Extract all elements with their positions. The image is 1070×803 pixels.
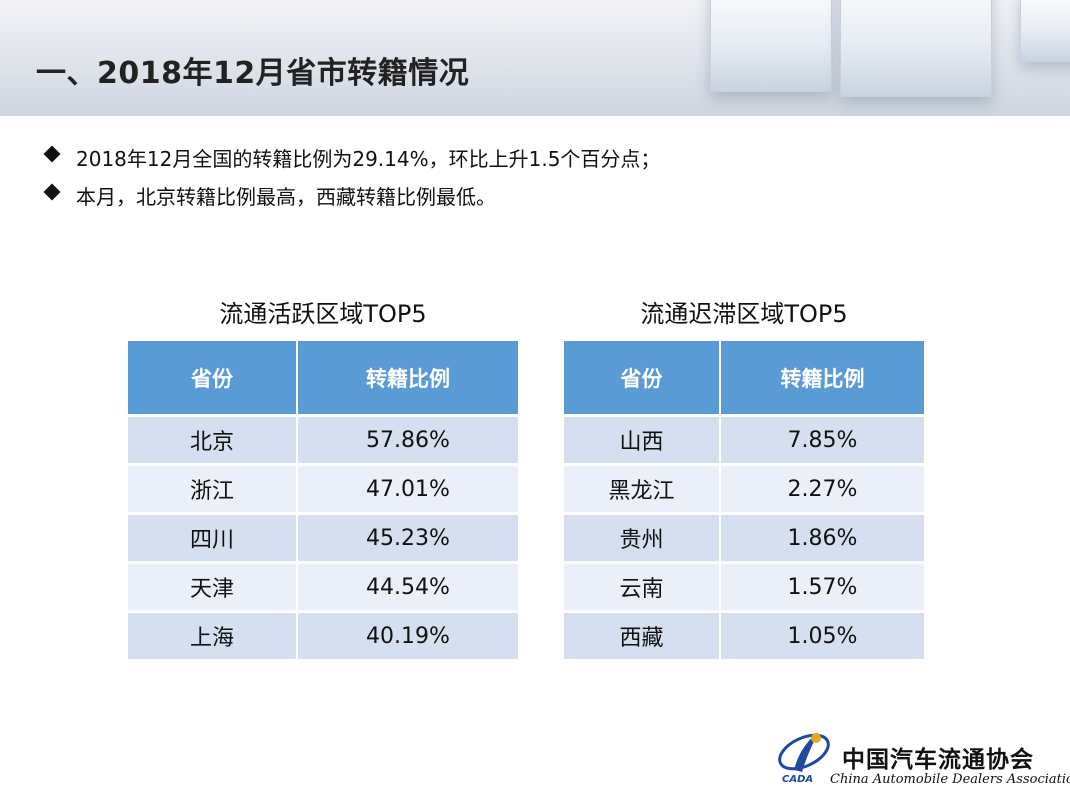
column-header-ratio: 转籍比例 xyxy=(298,341,518,417)
table-row: 天津 44.54% xyxy=(128,564,518,613)
table-row: 贵州 1.86% xyxy=(564,515,924,564)
ratio-cell: 1.86% xyxy=(721,515,924,564)
bullet-text: 本月，北京转籍比例最高，西藏转籍比例最低。 xyxy=(76,185,496,209)
province-cell: 四川 xyxy=(128,515,298,564)
slow-table-title: 流通迟滞区域TOP5 xyxy=(640,300,848,328)
table-row: 四川 45.23% xyxy=(128,515,518,564)
table-row: 浙江 47.01% xyxy=(128,466,518,515)
province-cell: 云南 xyxy=(564,564,721,613)
province-cell: 山西 xyxy=(564,417,721,466)
header-decoration xyxy=(690,0,1070,116)
table-row: 云南 1.57% xyxy=(564,564,924,613)
ratio-cell: 45.23% xyxy=(298,515,518,564)
ratio-cell: 47.01% xyxy=(298,466,518,515)
province-cell: 西藏 xyxy=(564,613,721,662)
cada-emblem-icon xyxy=(778,732,830,772)
page-title: 一、2018年12月省市转籍情况 xyxy=(36,56,470,91)
slow-region-table: 省份 转籍比例 山西 7.85% 黑龙江 2.27% 贵州 1.86% 云南 1… xyxy=(564,341,924,662)
table-row: 上海 40.19% xyxy=(128,613,518,662)
ratio-cell: 57.86% xyxy=(298,417,518,466)
column-header-ratio: 转籍比例 xyxy=(721,341,924,417)
bullet-text: 2018年12月全国的转籍比例为29.14%，环比上升1.5个百分点； xyxy=(76,147,661,171)
province-cell: 北京 xyxy=(128,417,298,466)
table-row: 西藏 1.05% xyxy=(564,613,924,662)
ratio-cell: 2.27% xyxy=(721,466,924,515)
table-row: 北京 57.86% xyxy=(128,417,518,466)
province-cell: 上海 xyxy=(128,613,298,662)
ratio-cell: 7.85% xyxy=(721,417,924,466)
cada-logo: CADA 中国汽车流通协会 China Automobile Dealers A… xyxy=(776,726,1070,796)
ratio-cell: 1.05% xyxy=(721,613,924,662)
ratio-cell: 1.57% xyxy=(721,564,924,613)
province-cell: 浙江 xyxy=(128,466,298,515)
logo-english-name: China Automobile Dealers Association xyxy=(830,772,1070,787)
active-table-title: 流通活跃区域TOP5 xyxy=(219,300,427,328)
ratio-cell: 40.19% xyxy=(298,613,518,662)
province-cell: 黑龙江 xyxy=(564,466,721,515)
diamond-bullet-icon xyxy=(43,183,61,201)
logo-abbreviation: CADA xyxy=(782,774,814,785)
province-cell: 贵州 xyxy=(564,515,721,564)
logo-chinese-name: 中国汽车流通协会 xyxy=(842,746,1034,773)
province-cell: 天津 xyxy=(128,564,298,613)
ratio-cell: 44.54% xyxy=(298,564,518,613)
column-header-province: 省份 xyxy=(564,341,721,417)
table-row: 黑龙江 2.27% xyxy=(564,466,924,515)
column-header-province: 省份 xyxy=(128,341,298,417)
header-banner: 一、2018年12月省市转籍情况 xyxy=(0,0,1070,116)
table-row: 山西 7.85% xyxy=(564,417,924,466)
diamond-bullet-icon xyxy=(43,145,61,163)
active-region-table: 省份 转籍比例 北京 57.86% 浙江 47.01% 四川 45.23% 天津… xyxy=(128,341,518,662)
